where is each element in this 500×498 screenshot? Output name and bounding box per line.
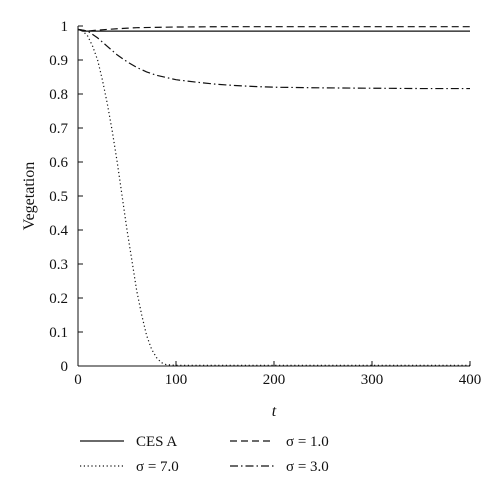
legend-label: σ = 7.0	[136, 459, 179, 475]
y-tick-label: 0.9	[49, 53, 68, 69]
y-tick-label: 0.4	[49, 223, 68, 239]
y-axis-title: Vegetation	[21, 162, 38, 230]
legend-label: σ = 3.0	[286, 459, 329, 475]
y-tick-label: 0.3	[49, 257, 68, 273]
x-tick-label: 100	[165, 372, 188, 388]
axes	[77, 26, 470, 367]
tick-labels: 0 100 200 300 400 0 0.1 0.2 0.3 0.4 0.5 0.6 0.7 0.8 0.…	[49, 19, 481, 388]
legend: CES A σ = 1.0 σ = 7.0 σ = 3.0	[80, 434, 329, 475]
y-tick-label: 0.7	[49, 121, 68, 137]
y-tick-label: 0.5	[49, 189, 68, 205]
y-tick-label: 0	[61, 359, 69, 375]
y-tick-label: 0.2	[49, 291, 68, 307]
y-tick-label: 0.8	[49, 87, 68, 103]
y-tick-label: 0.1	[49, 325, 68, 341]
series-line-solid	[77, 28, 470, 32]
series-line-dotted	[77, 28, 470, 366]
x-axis-title: t	[272, 403, 277, 420]
y-tick-label: 1	[61, 19, 69, 35]
series-lines	[77, 26, 470, 366]
series-line-dashdot	[77, 28, 470, 90]
series-line-dashed	[77, 26, 470, 32]
tick-marks	[77, 25, 471, 367]
y-tick-label: 0.6	[49, 155, 68, 171]
legend-label: CES A	[136, 434, 177, 450]
x-tick-label: 0	[74, 372, 82, 388]
legend-label: σ = 1.0	[286, 434, 329, 450]
x-tick-label: 400	[459, 372, 482, 388]
x-tick-label: 300	[361, 372, 384, 388]
x-tick-label: 200	[263, 372, 286, 388]
